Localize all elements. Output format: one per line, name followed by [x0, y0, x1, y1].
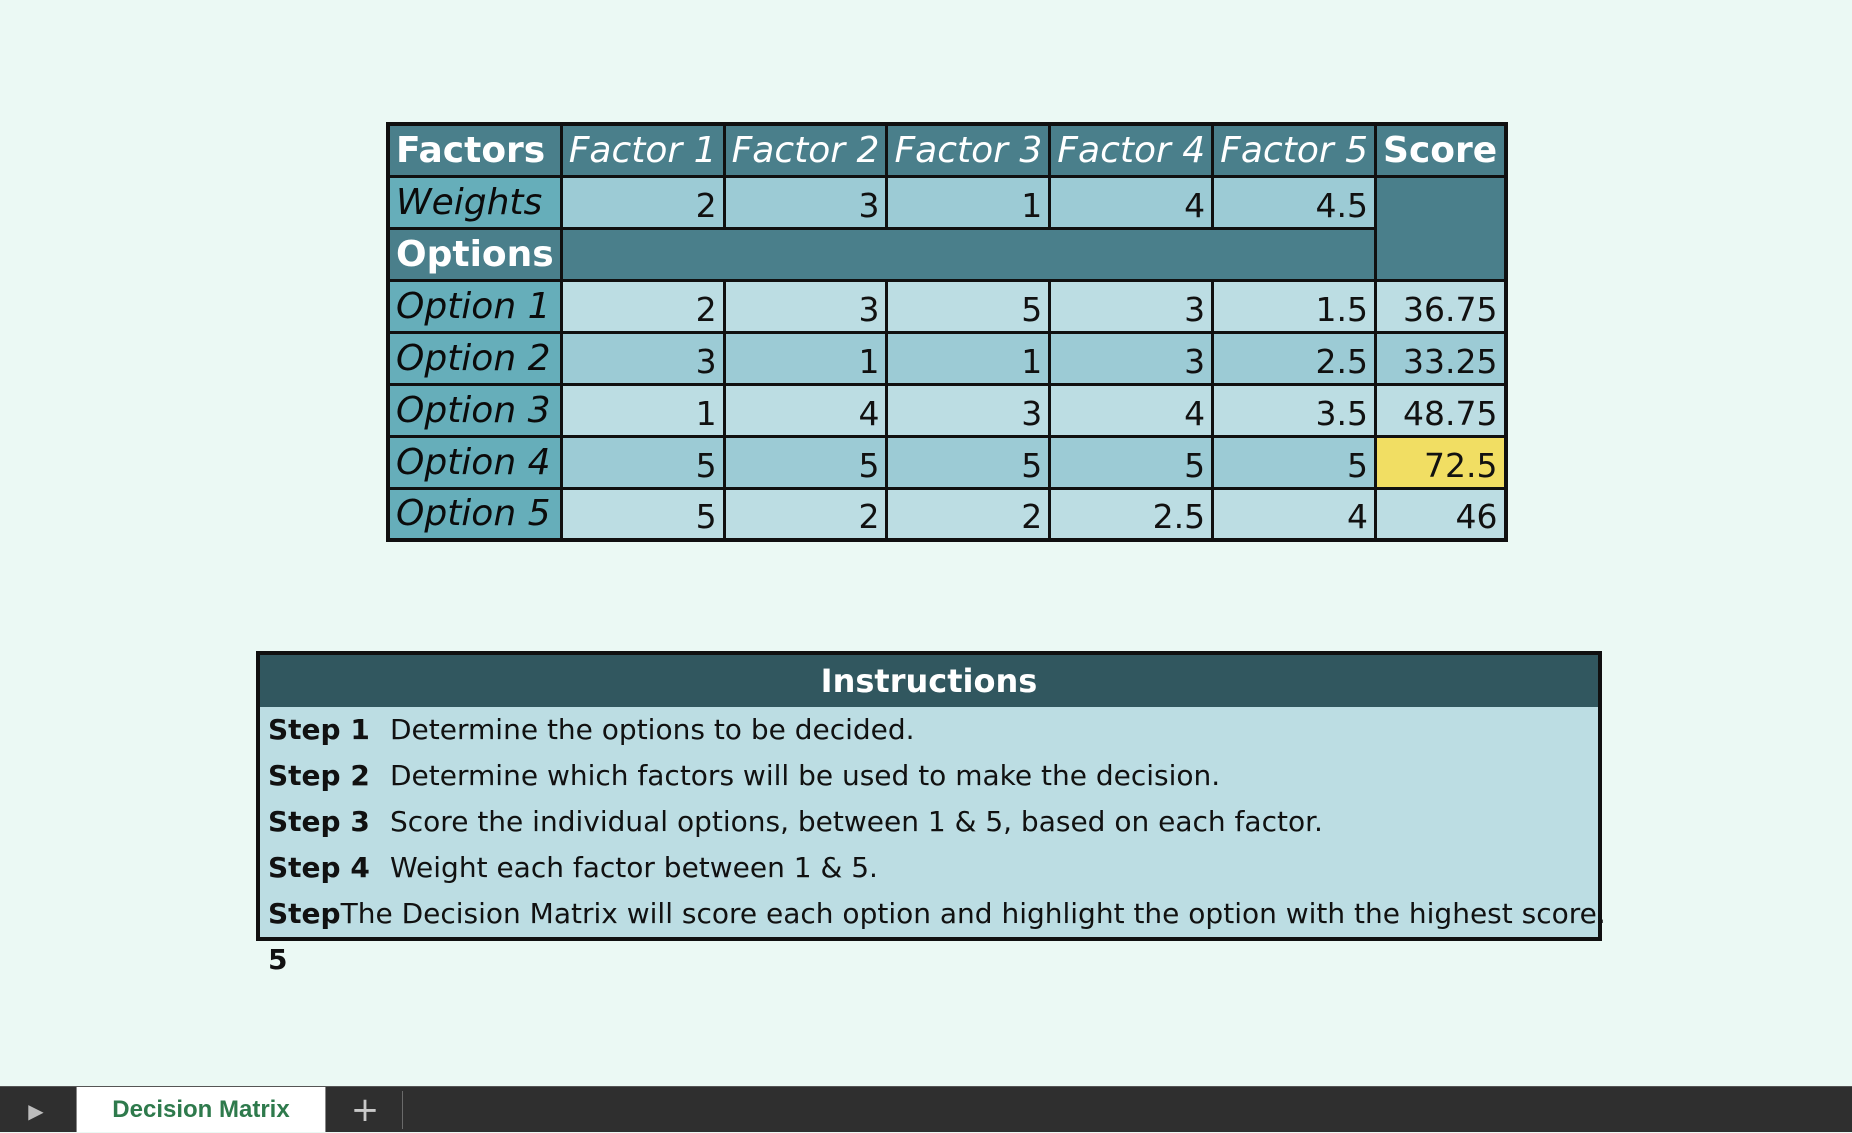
option-value-cell[interactable]: 5 [1211, 434, 1378, 490]
step-label[interactable]: Step 5 [268, 897, 341, 976]
option-label-cell[interactable]: Option 3 [386, 382, 563, 438]
step-text[interactable]: Determine the options to be decided. [390, 713, 915, 746]
weight-cell[interactable]: 4.5 [1211, 174, 1378, 230]
option-label-cell[interactable]: Option 4 [386, 434, 563, 490]
instructions-box: Instructions Step 1 Determine the option… [256, 651, 1606, 976]
options-header-row: Options [386, 226, 1506, 282]
option-row-1: Option 1 2 3 5 3 1.5 36.75 [386, 278, 1508, 334]
step-label[interactable]: Step 4 [268, 851, 370, 884]
option-value-cell[interactable]: 3 [1048, 330, 1215, 386]
decision-matrix-table: Factors Factor 1 Factor 2 Factor 3 Facto… [386, 122, 1508, 542]
factor-4-header[interactable]: Factor 4 [1048, 122, 1215, 178]
options-blank-merged-cell[interactable] [559, 226, 1378, 282]
option-score-cell[interactable]: 33.25 [1374, 330, 1508, 386]
weight-cell[interactable]: 4 [1048, 174, 1215, 230]
step-text[interactable]: Weight each factor between 1 & 5. [390, 851, 878, 884]
option-value-cell[interactable]: 1 [559, 382, 726, 438]
option-value-cell[interactable]: 2.5 [1048, 486, 1215, 542]
option-value-cell[interactable]: 5 [559, 434, 726, 490]
option-score-cell[interactable]: 46 [1374, 486, 1508, 542]
weight-cell[interactable]: 1 [885, 174, 1052, 230]
option-value-cell[interactable]: 3 [1048, 278, 1215, 334]
option-value-cell[interactable]: 4 [1211, 486, 1378, 542]
instruction-step-row: Step 1 Determine the options to be decid… [260, 707, 1598, 753]
plus-icon[interactable]: + [350, 1090, 380, 1130]
option-value-cell[interactable]: 5 [1048, 434, 1215, 490]
instruction-step-row: Step 3 Score the individual options, bet… [260, 799, 1598, 845]
option-row-2: Option 2 3 1 1 3 2.5 33.25 [386, 330, 1508, 386]
factor-3-header[interactable]: Factor 3 [885, 122, 1052, 178]
instruction-step-row: Step 2 Determine which factors will be u… [260, 753, 1598, 799]
option-row-3: Option 3 1 4 3 4 3.5 48.75 [386, 382, 1508, 438]
option-value-cell[interactable]: 2 [722, 486, 889, 542]
weight-cell[interactable]: 2 [559, 174, 726, 230]
instructions-title[interactable]: Instructions [260, 655, 1598, 707]
option-value-cell[interactable]: 5 [885, 434, 1052, 490]
factor-5-header[interactable]: Factor 5 [1211, 122, 1378, 178]
option-value-cell[interactable]: 5 [559, 486, 726, 542]
step-text[interactable]: The Decision Matrix will score each opti… [340, 897, 1606, 930]
option-value-cell[interactable]: 3 [885, 382, 1052, 438]
highest-score-cell[interactable]: 72.5 [1374, 434, 1508, 490]
instruction-step-row: Step 4 Weight each factor between 1 & 5. [260, 845, 1598, 891]
option-value-cell[interactable]: 2 [559, 278, 726, 334]
options-header-cell[interactable]: Options [386, 226, 563, 282]
option-value-cell[interactable]: 1 [722, 330, 889, 386]
option-label-cell[interactable]: Option 5 [386, 486, 563, 542]
option-row-4: Option 4 5 5 5 5 5 72.5 [386, 434, 1508, 490]
option-value-cell[interactable]: 4 [722, 382, 889, 438]
option-label-cell[interactable]: Option 2 [386, 330, 563, 386]
option-value-cell[interactable]: 1 [885, 330, 1052, 386]
option-label-cell[interactable]: Option 1 [386, 278, 563, 334]
weight-cell[interactable]: 3 [722, 174, 889, 230]
option-value-cell[interactable]: 1.5 [1211, 278, 1378, 334]
play-icon[interactable]: ▶ [28, 1099, 44, 1123]
score-blank-cell[interactable] [1374, 174, 1508, 282]
factor-1-header[interactable]: Factor 1 [559, 122, 726, 178]
option-value-cell[interactable]: 4 [1048, 382, 1215, 438]
step-label[interactable]: Step 1 [268, 713, 370, 746]
sheet-tab-decision-matrix[interactable]: Decision Matrix [76, 1087, 326, 1132]
factor-2-header[interactable]: Factor 2 [722, 122, 889, 178]
option-value-cell[interactable]: 3 [559, 330, 726, 386]
option-value-cell[interactable]: 2 [885, 486, 1052, 542]
option-value-cell[interactable]: 3 [722, 278, 889, 334]
option-value-cell[interactable]: 5 [722, 434, 889, 490]
step-label[interactable]: Step 2 [268, 759, 370, 792]
step-text[interactable]: Score the individual options, between 1 … [390, 805, 1323, 838]
option-value-cell[interactable]: 2.5 [1211, 330, 1378, 386]
factors-header-cell[interactable]: Factors [386, 122, 563, 178]
sheet-tab-bar: ▶ Decision Matrix + [0, 1086, 1852, 1132]
factors-header-row: Factors Factor 1 Factor 2 Factor 3 Facto… [386, 122, 1508, 178]
step-text[interactable]: Determine which factors will be used to … [390, 759, 1221, 792]
option-row-5: Option 5 5 2 2 2.5 4 46 [386, 486, 1508, 542]
option-score-cell[interactable]: 48.75 [1374, 382, 1508, 438]
weights-label-cell[interactable]: Weights [386, 174, 563, 230]
option-value-cell[interactable]: 3.5 [1211, 382, 1378, 438]
tab-divider [402, 1091, 403, 1129]
weights-row: Weights 2 3 1 4 4.5 [386, 174, 1508, 282]
score-header[interactable]: Score [1374, 122, 1508, 178]
instruction-step-row: Step 5 The Decision Matrix will score ea… [260, 891, 1606, 976]
option-score-cell[interactable]: 36.75 [1374, 278, 1508, 334]
option-value-cell[interactable]: 5 [885, 278, 1052, 334]
step-label[interactable]: Step 3 [268, 805, 370, 838]
